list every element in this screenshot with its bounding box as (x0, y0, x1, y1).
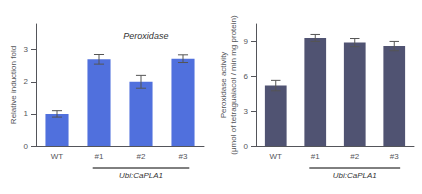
svg-text:Ubi:CaPLA1: Ubi:CaPLA1 (119, 171, 163, 180)
svg-text:0: 0 (244, 142, 249, 151)
svg-text:(μmol of tetraguaiacol / min m: (μmol of tetraguaiacol / min mg protein) (229, 15, 238, 155)
svg-text:Ubi:CaPLA1: Ubi:CaPLA1 (333, 171, 377, 180)
svg-text:0: 0 (24, 142, 29, 151)
svg-text:#2: #2 (137, 152, 146, 161)
svg-text:#2: #2 (350, 152, 359, 161)
svg-text:#3: #3 (390, 152, 399, 161)
svg-text:WT: WT (270, 152, 283, 161)
svg-text:2: 2 (24, 77, 29, 86)
svg-text:6: 6 (244, 72, 249, 81)
svg-text:Peroxidase: Peroxidase (123, 31, 168, 41)
svg-text:#3: #3 (179, 152, 188, 161)
svg-text:#1: #1 (311, 152, 320, 161)
svg-text:3: 3 (24, 45, 29, 54)
svg-text:3: 3 (244, 107, 249, 116)
svg-text:#1: #1 (95, 152, 104, 161)
svg-text:9: 9 (244, 37, 249, 46)
svg-text:WT: WT (51, 152, 64, 161)
svg-text:Relative induction fold: Relative induction fold (9, 46, 18, 124)
svg-text:1: 1 (24, 109, 29, 118)
svg-text:Peroxidase activity: Peroxidase activity (219, 52, 228, 119)
